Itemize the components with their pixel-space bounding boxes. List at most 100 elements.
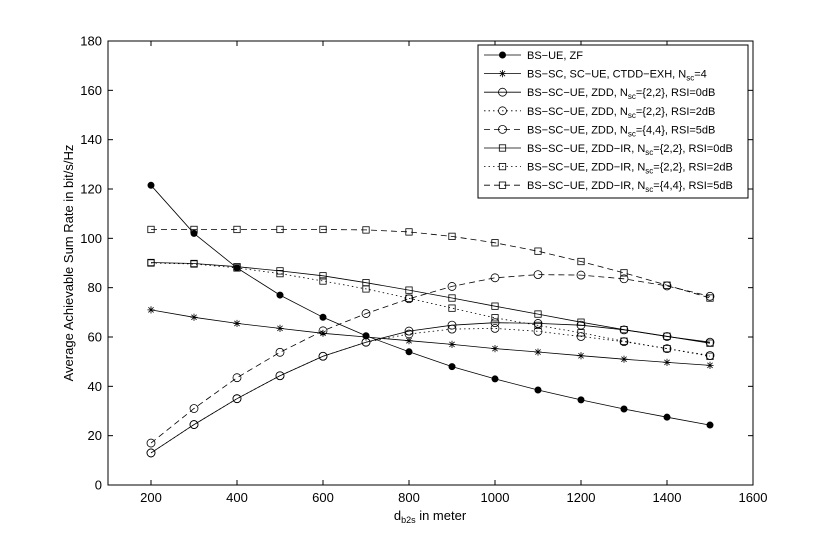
series-3-line	[150, 322, 711, 454]
series-4-point	[404, 329, 414, 339]
series-3-point	[490, 318, 500, 328]
y-tick-label: 40	[88, 379, 102, 394]
series-7-point	[491, 314, 499, 322]
series-6-point	[706, 339, 714, 347]
series-1	[147, 181, 714, 429]
series-8-point	[362, 226, 370, 234]
series-2-point	[663, 358, 671, 367]
series-2-point	[147, 306, 155, 314]
series-4-point	[275, 371, 285, 381]
series-8-line	[151, 229, 711, 299]
series-5-point	[275, 347, 285, 357]
legend-entry: BS−SC−UE, ZDD, Nsc={2,2}, RSI=2dB	[527, 106, 715, 120]
series-8-point	[577, 257, 585, 266]
series-7-point	[448, 304, 456, 312]
series-1-point	[577, 396, 585, 404]
series-7-point	[190, 260, 198, 268]
series-7-point	[147, 259, 155, 267]
series-4-point	[318, 351, 328, 361]
legend-swatch-marker	[499, 51, 506, 59]
series-2-point	[577, 352, 585, 360]
y-tick-label: 60	[88, 330, 102, 345]
x-tick-label: 1200	[567, 490, 596, 505]
series-1-point	[190, 229, 198, 237]
series-5-point	[490, 273, 500, 283]
series-6-line	[150, 262, 711, 344]
series-8-point	[147, 225, 155, 234]
legend-box	[477, 44, 749, 199]
series-4-point	[576, 332, 586, 341]
series-1-point	[706, 421, 714, 429]
x-tick-label: 800	[398, 490, 420, 505]
series-1-line	[150, 185, 711, 426]
series-2-point	[405, 337, 413, 345]
y-tick-label: 180	[80, 34, 102, 49]
legend-swatch-marker	[498, 162, 507, 171]
y-tick-label: 80	[88, 280, 102, 295]
series-4-point	[189, 420, 199, 429]
series-6-point	[534, 310, 542, 318]
series-4-point	[490, 323, 500, 333]
x-tick-label: 200	[140, 490, 162, 505]
series-7-point	[362, 285, 370, 293]
legend-entry: BS−SC−UE, ZDD−IR, Nsc={2,2}, RSI=2dB	[527, 162, 733, 176]
series-5-point	[232, 373, 242, 383]
legend-entry: BS−SC−UE, ZDD−IR, Nsc={4,4}, RSI=5dB	[527, 180, 733, 194]
series-1-point	[405, 348, 413, 356]
series-7	[147, 259, 714, 360]
series-6-point	[448, 294, 456, 302]
series-8-point	[620, 269, 628, 277]
series-5-point	[619, 274, 629, 284]
series-7-point	[577, 329, 585, 337]
series-3-point	[576, 320, 586, 330]
series-8-point	[233, 225, 241, 234]
series-1-point	[319, 313, 327, 321]
y-tick-label: 100	[80, 231, 102, 246]
series-6-point	[620, 325, 628, 334]
series-8-point	[706, 294, 714, 302]
series-8-point	[319, 225, 327, 234]
series-6-point	[491, 302, 499, 310]
series-5-point	[146, 438, 156, 448]
x-tick-label: 1600	[739, 490, 768, 505]
legend-entry: BS−SC−UE, ZDD, Nsc={4,4}, RSI=5dB	[527, 124, 715, 138]
series-2-point	[620, 355, 628, 363]
series-7-line	[150, 262, 711, 357]
series-4-point	[361, 337, 371, 347]
series-4-line	[150, 327, 711, 454]
series-7-point	[276, 270, 284, 278]
legend-entry: BS−SC, SC−UE, CTDD−EXH, Nsc=4	[527, 69, 707, 83]
series-4-point	[447, 324, 457, 334]
series-3-point	[404, 326, 414, 336]
series-7-point	[663, 344, 671, 353]
series-2-line	[150, 309, 711, 366]
series-7-point	[233, 264, 241, 272]
x-tick-label: 400	[226, 490, 248, 505]
series-2-point	[233, 319, 241, 328]
legend: BS−UE, ZF BS−SC, SC−UE, CTDD−EXH, Nsc=4 BS…	[477, 44, 749, 199]
y-tick-label: 160	[80, 83, 102, 98]
series-2-point	[362, 333, 370, 341]
series-8-point	[405, 228, 413, 236]
series-1-point	[147, 181, 155, 189]
series-7-point	[534, 321, 542, 330]
series-6-point	[405, 286, 413, 294]
series-6-point	[319, 272, 327, 280]
series-2	[147, 306, 714, 369]
series-5-line	[150, 274, 711, 444]
series-1-point	[534, 386, 542, 394]
x-tick-label: 1400	[653, 490, 682, 505]
series-5-point	[533, 270, 543, 279]
series-4-point	[146, 448, 156, 458]
series-2-point	[319, 329, 327, 337]
x-tick-label: 1000	[481, 490, 510, 505]
series-2-point	[276, 324, 284, 332]
legend-swatch-marker	[498, 87, 507, 97]
y-axis-title: Average Achievable Sum Rate in bit/s/Hz	[61, 145, 76, 382]
series-2-point	[448, 340, 456, 348]
series-8-point	[448, 232, 456, 240]
series-2-point	[706, 361, 714, 369]
series-1-point	[663, 413, 671, 421]
legend-swatch-marker	[498, 144, 507, 152]
